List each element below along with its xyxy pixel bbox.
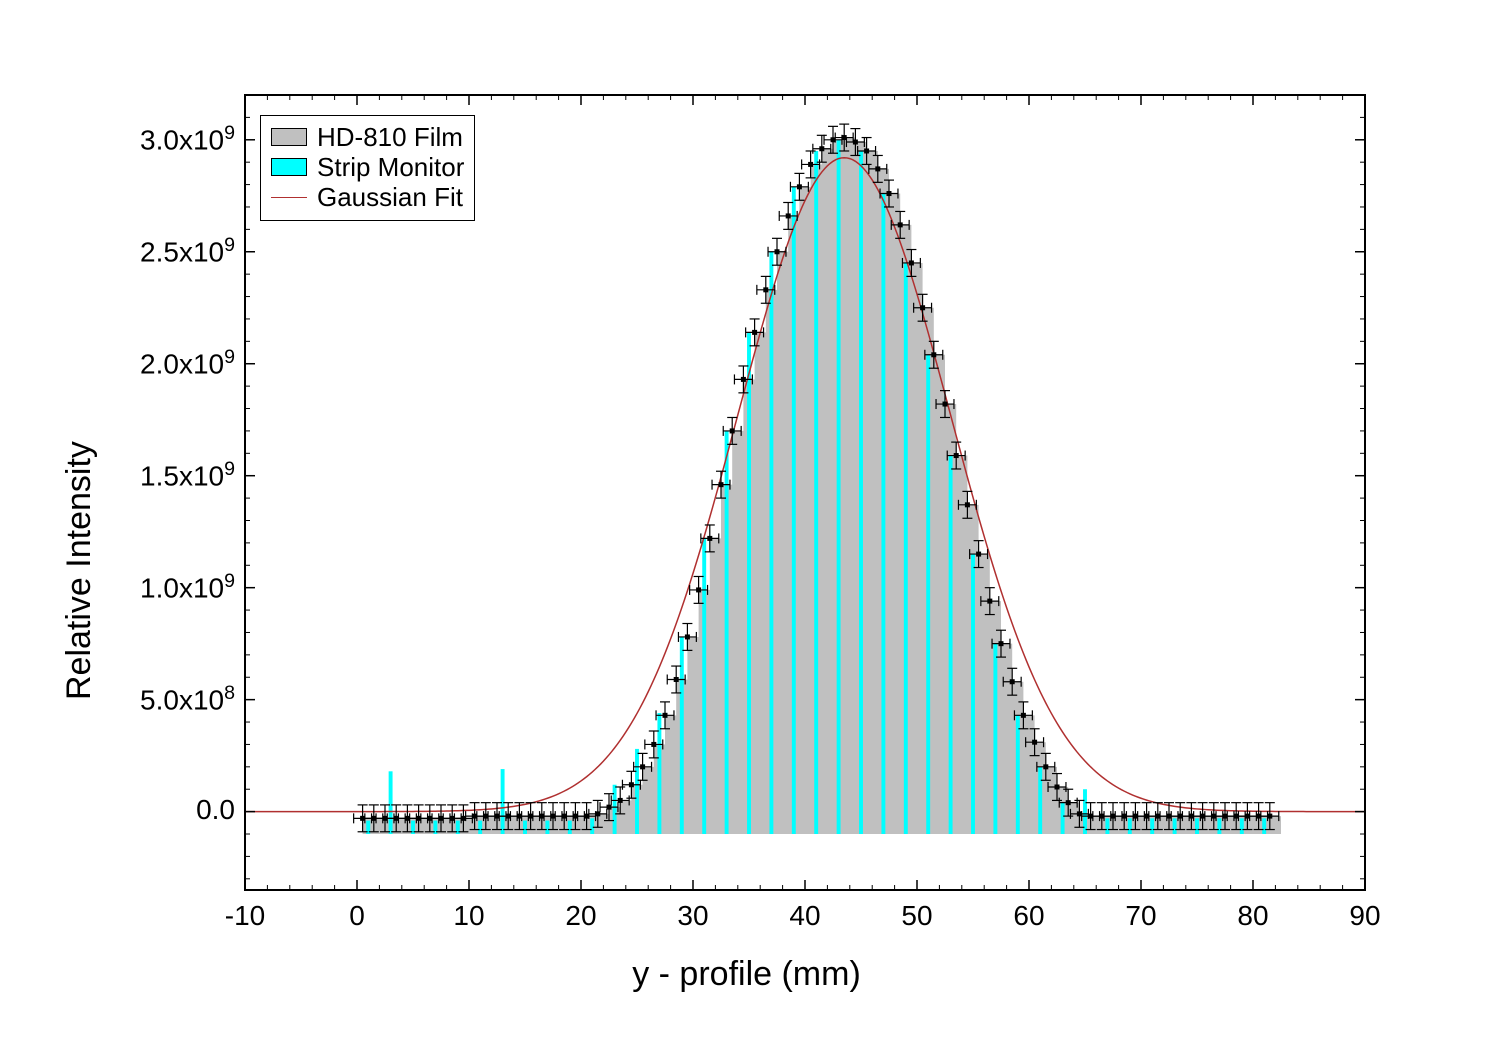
x-tick-label: 70 [1111,900,1171,932]
legend-item: Strip Monitor [271,152,464,182]
legend-swatch [271,158,307,176]
y-tick-label: 0.0 [196,794,235,826]
plot-svg [0,0,1493,1049]
x-tick-label: 50 [887,900,947,932]
x-tick-label: 60 [999,900,1059,932]
y-tick-label: 5.0x108 [140,682,235,716]
legend-label: Gaussian Fit [317,182,463,213]
y-tick-label: 2.5x109 [140,234,235,268]
y-axis-label: Relative Intensity [60,300,99,700]
x-axis-label: y - profile (mm) [0,955,1493,994]
y-tick-label: 2.0x109 [140,346,235,380]
y-tick-label: 1.5x109 [140,458,235,492]
y-tick-label: 1.0x109 [140,570,235,604]
legend: HD-810 FilmStrip MonitorGaussian Fit [260,115,475,221]
x-tick-label: 0 [327,900,387,932]
chart-container: { "canvas": { "width": 1493, "height": 1… [0,0,1493,1049]
legend-item: Gaussian Fit [271,182,464,212]
x-tick-label: 80 [1223,900,1283,932]
legend-label: HD-810 Film [317,122,463,153]
legend-label: Strip Monitor [317,152,464,183]
legend-line-sample [271,197,307,198]
x-tick-label: -10 [215,900,275,932]
x-tick-label: 30 [663,900,723,932]
legend-swatch [271,128,307,146]
x-tick-label: 90 [1335,900,1395,932]
legend-item: HD-810 Film [271,122,464,152]
x-tick-label: 40 [775,900,835,932]
y-tick-label: 3.0x109 [140,122,235,156]
x-tick-label: 20 [551,900,611,932]
x-tick-label: 10 [439,900,499,932]
